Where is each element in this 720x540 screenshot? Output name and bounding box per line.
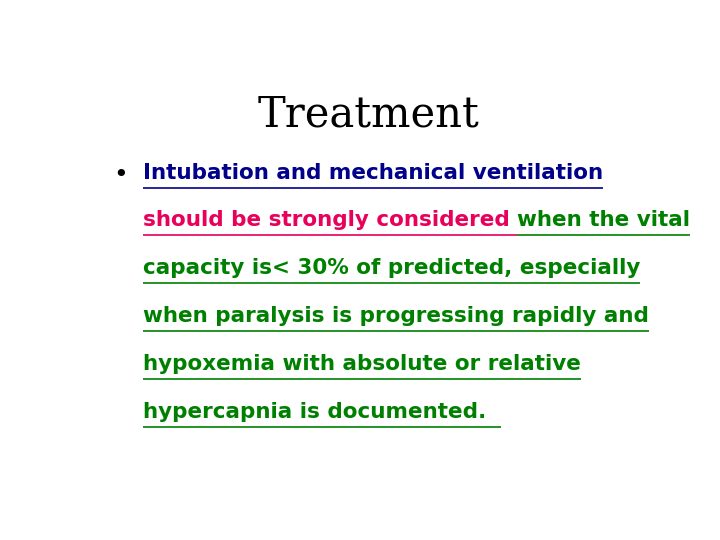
Text: should be strongly considered: should be strongly considered	[143, 210, 517, 231]
Text: •: •	[113, 163, 128, 186]
Text: when the vital: when the vital	[517, 210, 690, 231]
Text: hypoxemia with absolute or relative: hypoxemia with absolute or relative	[143, 354, 581, 374]
Text: Intubation and mechanical ventilation: Intubation and mechanical ventilation	[143, 163, 603, 183]
Text: Treatment: Treatment	[258, 94, 480, 136]
Text: hypercapnia is documented.: hypercapnia is documented.	[143, 402, 501, 422]
Text: capacity is< 30% of predicted, especially: capacity is< 30% of predicted, especiall…	[143, 258, 640, 278]
Text: when paralysis is progressing rapidly and: when paralysis is progressing rapidly an…	[143, 306, 649, 326]
